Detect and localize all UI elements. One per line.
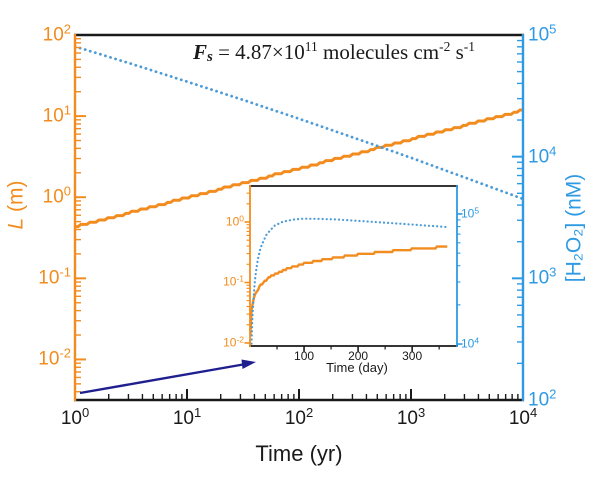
left-axis-title: L (m) [4, 180, 28, 230]
left-axis-unit: (m) [4, 180, 28, 218]
inset-pointer-arrow-line [79, 363, 244, 395]
inset-x-axis-title: Time (day) [326, 360, 388, 375]
main-solid-curve-l [75, 108, 523, 229]
flux-value: = 4.87×10 [212, 40, 305, 64]
flux-unit-2: s [450, 40, 464, 64]
flux-subscript: s [207, 49, 213, 65]
flux-unit-exp-2: -1 [463, 39, 476, 54]
flux-exponent: 11 [304, 39, 318, 54]
inset-solid-curve-l [250, 245, 448, 335]
inset-pointer-arrowhead [241, 359, 256, 369]
flux-unit-1: molecules cm [317, 40, 440, 64]
flux-symbol: F [192, 40, 207, 64]
main-dotted-curve-h2o2 [75, 45, 523, 201]
x-axis-title: Time (yr) [255, 441, 343, 466]
annotation-flux: Fs = 4.87×1011 molecules cm-2 s-1 [193, 39, 475, 66]
flux-unit-exp-1: -2 [439, 39, 451, 54]
inset-background [250, 186, 457, 346]
left-axis-variable: L [4, 217, 28, 230]
right-axis-title: [H₂O₂] (nM) [562, 173, 586, 283]
